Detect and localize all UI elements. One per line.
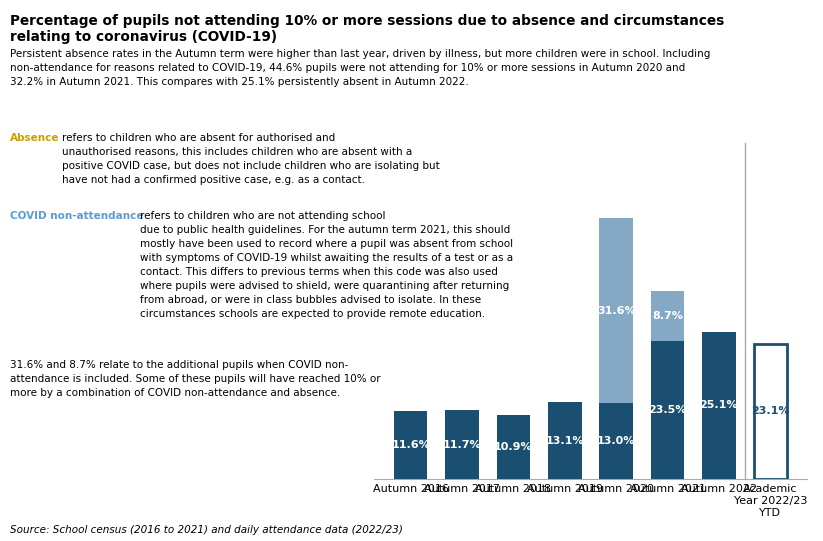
Text: 23.1%: 23.1% [751,406,789,417]
Bar [651,341,684,479]
Text: Persistent absence rates in the Autumn term were higher than last year, driven b: Persistent absence rates in the Autumn t… [10,49,710,87]
Text: relating to coronavirus (COVID-19): relating to coronavirus (COVID-19) [10,30,277,44]
Text: 11.6%: 11.6% [392,440,430,450]
Text: 13.1%: 13.1% [546,436,584,446]
Bar [497,415,530,479]
Text: refers to children who are not attending school
due to public health guidelines.: refers to children who are not attending… [140,211,513,319]
Text: COVID non-attendance: COVID non-attendance [10,211,143,221]
Text: 10.9%: 10.9% [494,442,532,452]
Text: 25.1%: 25.1% [700,400,738,411]
Bar [394,411,427,479]
Text: Absence: Absence [10,133,59,142]
Bar [445,411,479,479]
Text: 13.0%: 13.0% [597,436,635,446]
Bar [754,344,787,479]
Text: 8.7%: 8.7% [652,311,683,321]
Text: 23.5%: 23.5% [649,405,686,415]
Text: refers to children who are absent for authorised and
unauthorised reasons, this : refers to children who are absent for au… [62,133,439,184]
Text: 31.6%: 31.6% [597,306,635,315]
Bar [651,291,684,341]
Bar [548,403,582,479]
Bar [702,332,736,479]
Text: Percentage of pupils not attending 10% or more sessions due to absence and circu: Percentage of pupils not attending 10% o… [10,14,724,28]
Text: Source: School census (2016 to 2021) and daily attendance data (2022/23): Source: School census (2016 to 2021) and… [10,525,402,535]
Text: 31.6% and 8.7% relate to the additional pupils when COVID non-
attendance is inc: 31.6% and 8.7% relate to the additional … [10,360,380,398]
Bar [599,218,633,403]
Bar [599,403,633,479]
Text: 11.7%: 11.7% [443,440,481,450]
